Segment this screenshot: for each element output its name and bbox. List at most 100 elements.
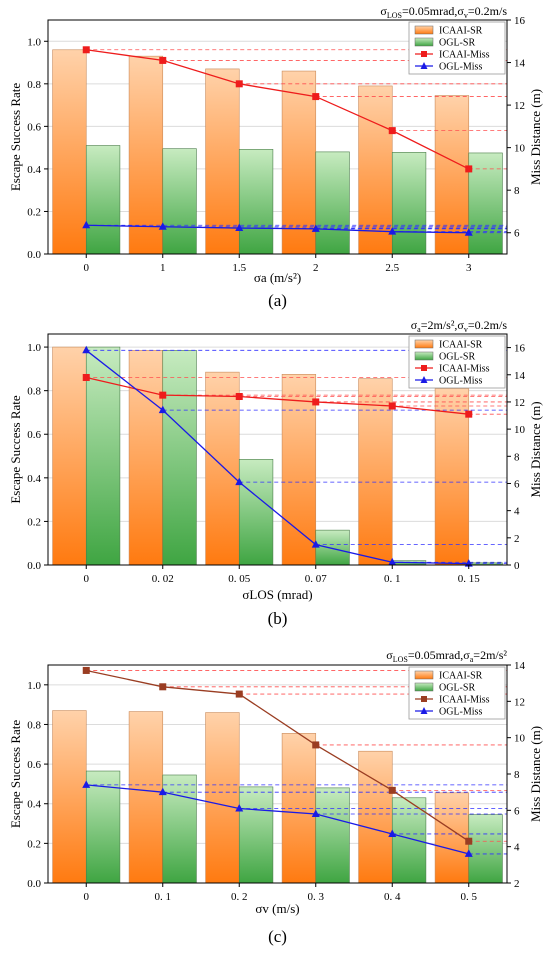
bar-icaai-sr [205, 712, 240, 884]
legend-label: OGL-Miss [439, 62, 482, 73]
legend-marker [421, 365, 427, 371]
y-tick-label: 1.0 [27, 36, 41, 48]
y2-tick-label: 10 [514, 733, 526, 745]
x-axis-label: σa (m/s²) [254, 270, 301, 285]
y2-tick-label: 10 [514, 143, 526, 155]
bar-ogl-sr [238, 786, 274, 884]
x-tick-label: 0. 05 [228, 573, 251, 585]
y2-tick-label: 4 [514, 842, 520, 854]
y-tick-label: 0.0 [27, 878, 41, 890]
marker-ogl-miss [158, 222, 167, 230]
marker-icaai-miss [312, 398, 320, 406]
bar-icaai-sr [52, 346, 87, 566]
line-icaai-miss [86, 376, 469, 415]
y2-axis-label: Miss Distance (m) [528, 89, 543, 185]
line-icaai-miss [86, 49, 470, 170]
y-tick-label: 0.4 [27, 473, 41, 485]
y2-tick-label: 16 [514, 343, 526, 355]
legend-label: ICAAI-Miss [439, 364, 490, 375]
y2-axis-label: Miss Distance (m) [528, 726, 543, 822]
bar-ogl-sr [238, 459, 274, 566]
x-tick-label: 0. 02 [152, 573, 174, 585]
y2-tick-label: 12 [514, 397, 525, 409]
y-tick-label: 0.6 [27, 759, 41, 771]
bar-icaai-sr [434, 95, 470, 255]
bar-ogl-sr [315, 151, 350, 255]
x-tick-label: 0. 1 [384, 573, 401, 585]
marker-icaai-miss [82, 666, 90, 674]
chart-title: σLOS=0.05mrad,σa=2m/s² [386, 648, 507, 664]
marker-icaai-miss [388, 127, 396, 135]
chart-panel-a: 0.0 0.2 0.4 0.6 0.8 1.0 6 8 10 12 14 16 0 1 1.5 2 2.5 3 Es… [8, 4, 543, 310]
x-axis-label: σv (m/s) [255, 901, 299, 916]
legend-label: ICAAI-Miss [439, 695, 490, 706]
panel-label: (b) [268, 609, 288, 628]
legend-marker [420, 707, 428, 714]
marker-icaai-miss [465, 410, 473, 418]
legend-swatch [414, 37, 434, 47]
marker-ogl-miss [82, 345, 91, 354]
marker-ogl-miss [235, 477, 244, 486]
bar-ogl-sr [85, 770, 121, 884]
y2-tick-label: 10 [514, 424, 526, 436]
marker-icaai-miss [159, 56, 167, 64]
y-axis-label: Escape Success Rate [8, 720, 23, 829]
y-tick-label: 1.0 [27, 342, 41, 354]
x-tick-label: 3 [466, 262, 472, 274]
y-tick-label: 0.6 [27, 429, 41, 441]
bar-icaai-sr [358, 750, 393, 884]
marker-icaai-miss [82, 46, 90, 54]
legend-label: ICAAI-SR [439, 26, 483, 37]
bar-icaai-sr [358, 378, 393, 566]
x-tick-label: 0. 15 [458, 573, 481, 585]
y-tick-label: 0.0 [27, 249, 41, 261]
x-axis-label: σLOS (mrad) [242, 587, 312, 602]
bar-icaai-sr [205, 68, 240, 255]
marker-ogl-miss [388, 557, 397, 566]
legend-label: ICAAI-SR [439, 340, 483, 351]
y2-tick-label: 4 [514, 506, 520, 518]
marker-ogl-miss [464, 228, 473, 236]
y-tick-label: 0.2 [27, 838, 41, 850]
marker-ogl-miss [235, 223, 244, 232]
bar-ogl-sr [162, 350, 197, 566]
x-tick-label: 2.5 [385, 262, 399, 274]
x-tick-label: 0. 5 [461, 891, 478, 903]
legend-marker [421, 51, 427, 57]
y-axis-label: Escape Success Rate [8, 83, 23, 192]
legend-swatch [414, 670, 434, 680]
bar-icaai-sr [434, 388, 470, 566]
y2-tick-label: 12 [514, 696, 525, 708]
plot-frame [47, 19, 508, 255]
marker-icaai-miss [159, 391, 167, 399]
y2-axis-label: Miss Distance (m) [528, 401, 543, 497]
x-tick-label: 0. 4 [384, 891, 401, 903]
line-icaai-miss [86, 669, 470, 842]
y-tick-label: 0.2 [27, 516, 41, 528]
marker-ogl-miss [311, 540, 320, 548]
y-tick-label: 0.6 [27, 121, 41, 133]
y2-tick-label: 14 [514, 370, 526, 382]
marker-ogl-miss [464, 849, 473, 857]
y-axis-label: Escape Success Rate [8, 395, 23, 504]
legend-swatch [414, 351, 434, 361]
marker-icaai-miss [388, 786, 396, 794]
marker-icaai-miss [235, 80, 243, 88]
legend-swatch [414, 339, 434, 349]
marker-icaai-miss [312, 93, 320, 101]
legend-label: OGL-Miss [439, 376, 482, 387]
bar-icaai-sr [128, 711, 164, 884]
x-tick-label: 0 [84, 891, 90, 903]
y2-tick-label: 8 [514, 451, 520, 463]
y-tick-label: 1.0 [27, 680, 41, 692]
bar-icaai-sr [205, 371, 240, 566]
y-tick-label: 0.8 [27, 79, 41, 91]
y2-tick-label: 6 [514, 478, 520, 490]
legend-marker [421, 696, 427, 702]
y2-tick-label: 14 [514, 58, 526, 70]
legend-label: OGL-SR [439, 683, 475, 694]
marker-ogl-miss [82, 220, 91, 229]
y2-tick-label: 14 [514, 660, 526, 672]
